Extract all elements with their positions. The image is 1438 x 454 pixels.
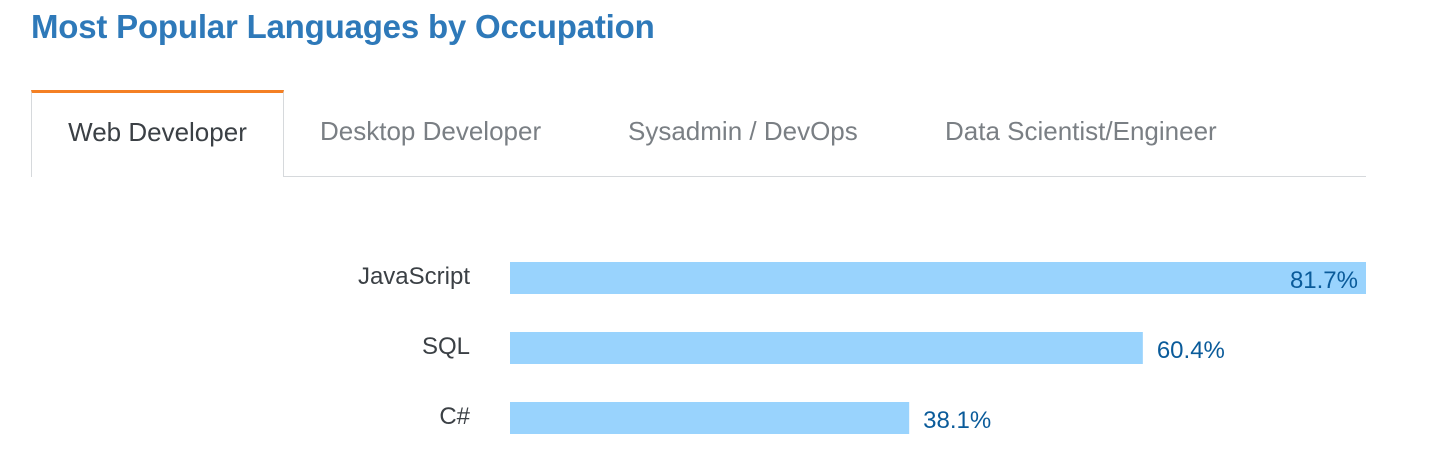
occupation-tabs: Web Developer Desktop Developer Sysadmin… [31, 90, 1366, 177]
category-label-javascript: JavaScript [358, 263, 470, 290]
category-label-c-sharp: C# [439, 403, 470, 430]
tab-web-developer[interactable]: Web Developer [31, 90, 284, 177]
page-title: Most Popular Languages by Occupation [31, 8, 655, 45]
tab-data-scientist-engineer[interactable]: Data Scientist/Engineer [945, 116, 1217, 146]
tab-sysadmin-devops[interactable]: Sysadmin / DevOps [628, 116, 858, 146]
value-label-javascript: 81.7% [1290, 267, 1358, 294]
tab-desktop-developer[interactable]: Desktop Developer [320, 116, 542, 146]
value-label-sql: 60.4% [1157, 337, 1225, 364]
bar-javascript [510, 262, 1366, 294]
value-label-c-sharp: 38.1% [923, 407, 991, 434]
category-label-sql: SQL [422, 333, 470, 360]
bar-c-sharp [510, 402, 910, 434]
bar-sql [510, 332, 1143, 364]
